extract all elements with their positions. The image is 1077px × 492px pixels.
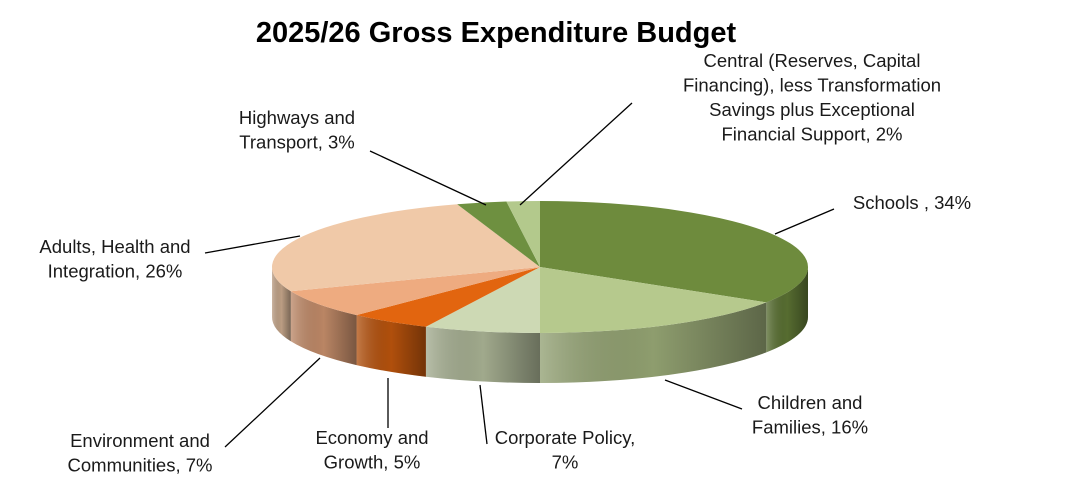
label-line: Growth, 5% (324, 452, 421, 473)
side-shade-schools (766, 267, 808, 353)
label-line: Savings plus Exceptional (709, 99, 915, 120)
label-schools: Schools , 34% (853, 192, 971, 213)
label-line: Children and (758, 392, 863, 413)
pie-side-walls (272, 267, 808, 383)
label-children-and-families: Children and Families, 16% (752, 392, 868, 438)
label-adults-health-and-integration: Adults, Health and Integration, 26% (39, 236, 190, 282)
slice-corporate-policy (425, 267, 540, 333)
leader-central-reserves-capital-financing-less-transformation-savings-plus-exceptional-financial-support (519, 102, 633, 206)
slice-children-and-families (540, 267, 767, 333)
leader-environment-and-communities (224, 357, 321, 448)
label-line: 7% (552, 452, 579, 473)
label-line: Integration, 26% (48, 261, 183, 282)
pie-top-faces (271, 201, 808, 333)
slice-environment-and-communities (290, 267, 540, 316)
leader-adults-health-and-integration (204, 235, 301, 254)
label-economy-and-growth: Economy and Growth, 5% (315, 427, 428, 473)
leader-highways-and-transport (369, 150, 487, 206)
slice-labels: Schools , 34% Children and Families, 16% Co… (39, 50, 971, 476)
label-line: Communities, 7% (68, 455, 213, 476)
leader-corporate-policy (479, 384, 488, 445)
label-line: Transport, 3% (239, 132, 355, 153)
label-highways-and-transport: Highways and Transport, 3% (239, 107, 355, 153)
slice-highways-and-transport (457, 201, 540, 267)
label-line: Adults, Health and (39, 236, 190, 257)
slice-adults-health-and-integration (271, 204, 540, 292)
label-line: Financing), less Transformation (683, 75, 941, 96)
chart-title: 2025/26 Gross Expenditure Budget (256, 17, 737, 49)
label-line: Families, 16% (752, 417, 868, 438)
label-line: Corporate Policy, (495, 427, 636, 448)
label-line: Economy and (315, 427, 428, 448)
label-line: Environment and (70, 430, 210, 451)
side-shade-corporate-policy (425, 326, 540, 383)
label-line: Financial Support, 2% (722, 124, 903, 145)
label-line: Highways and (239, 107, 355, 128)
label-line: Central (Reserves, Capital (704, 50, 921, 71)
label-line: Schools , 34% (853, 192, 971, 213)
leader-schools (774, 208, 835, 235)
side-shade-adults-health-and-integration (272, 267, 291, 342)
side-shade-environment-and-communities (290, 291, 357, 366)
leader-lines (204, 102, 835, 448)
label-environment-and-communities: Environment and Communities, 7% (68, 430, 213, 476)
label-central-reserves-capital-financing-less-transformation-savings-plus-exceptional-financial-support: Central (Reserves, Capital Financing), le… (683, 50, 941, 145)
side-shade-economy-and-growth (356, 315, 426, 377)
slice-schools (540, 201, 808, 303)
slice-economy-and-growth (356, 267, 540, 327)
leader-children-and-families (664, 379, 743, 410)
label-corporate-policy: Corporate Policy, 7% (495, 427, 636, 473)
side-shade-children-and-families (540, 302, 767, 383)
slice-central-reserves-capital-financing-less-transformation-savings-plus-exceptional-financial-support (506, 201, 540, 267)
